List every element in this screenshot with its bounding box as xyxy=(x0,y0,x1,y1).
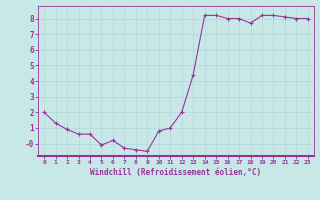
X-axis label: Windchill (Refroidissement éolien,°C): Windchill (Refroidissement éolien,°C) xyxy=(91,168,261,177)
